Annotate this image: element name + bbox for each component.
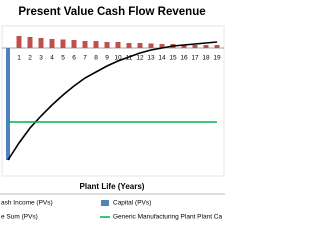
chart: Present Value Cash Flow Revenue Plant Li… (0, 0, 225, 225)
bar (27, 37, 33, 48)
x-tick-label: 18 (202, 55, 210, 62)
bar (16, 36, 22, 48)
bar (104, 42, 110, 48)
bar (49, 39, 55, 48)
bar (38, 38, 44, 48)
x-tick-label: 5 (61, 55, 65, 62)
plot-border (1, 25, 225, 177)
x-tick-label: 19 (213, 55, 221, 62)
bar (115, 42, 121, 48)
x-axis-title: Plant Life (Years) (80, 182, 145, 191)
bar (214, 45, 220, 48)
line (7, 41, 218, 161)
legend-label: ash Income (PVs) (1, 200, 53, 207)
x-tick-label: 11 (126, 55, 133, 62)
x-tick-label: 6 (72, 55, 76, 62)
x-tick-label: 9 (105, 55, 109, 62)
bar (126, 43, 132, 48)
x-tick-label: 17 (191, 55, 199, 62)
legend-label: e Sum (PVs) (1, 214, 38, 221)
x-tick-label: 13 (147, 55, 155, 62)
legend-marker (101, 200, 109, 206)
legend-label: Generic Manufacturing Plant Plant Ca (113, 214, 222, 221)
page: Present Value Cash Flow Revenue Plant Li… (0, 0, 225, 225)
bar (137, 43, 143, 48)
bar (71, 40, 77, 48)
x-tick-label: 14 (158, 55, 166, 62)
x-tick-label: 1 (17, 55, 21, 62)
x-tick-label: 10 (114, 55, 122, 62)
bar (93, 41, 99, 48)
x-tick-label: 8 (94, 55, 98, 62)
x-tick-label: 12 (136, 55, 144, 62)
chart-title: Present Value Cash Flow Revenue (18, 6, 205, 18)
bar (192, 45, 198, 48)
bar (82, 41, 88, 48)
legend-label: Capital (PVs) (113, 200, 151, 207)
x-tick-label: 2 (28, 55, 32, 62)
bar (6, 48, 10, 160)
x-tick-label: 7 (83, 55, 87, 62)
bar (148, 43, 154, 48)
background (0, 0, 225, 225)
bar (203, 45, 209, 48)
x-tick-label: 16 (180, 55, 188, 62)
bar (181, 44, 187, 48)
bar (60, 39, 66, 48)
x-tick-label: 4 (50, 55, 54, 62)
x-tick-label: 3 (39, 55, 43, 62)
bar (159, 44, 165, 48)
x-tick-label: 15 (169, 55, 177, 62)
